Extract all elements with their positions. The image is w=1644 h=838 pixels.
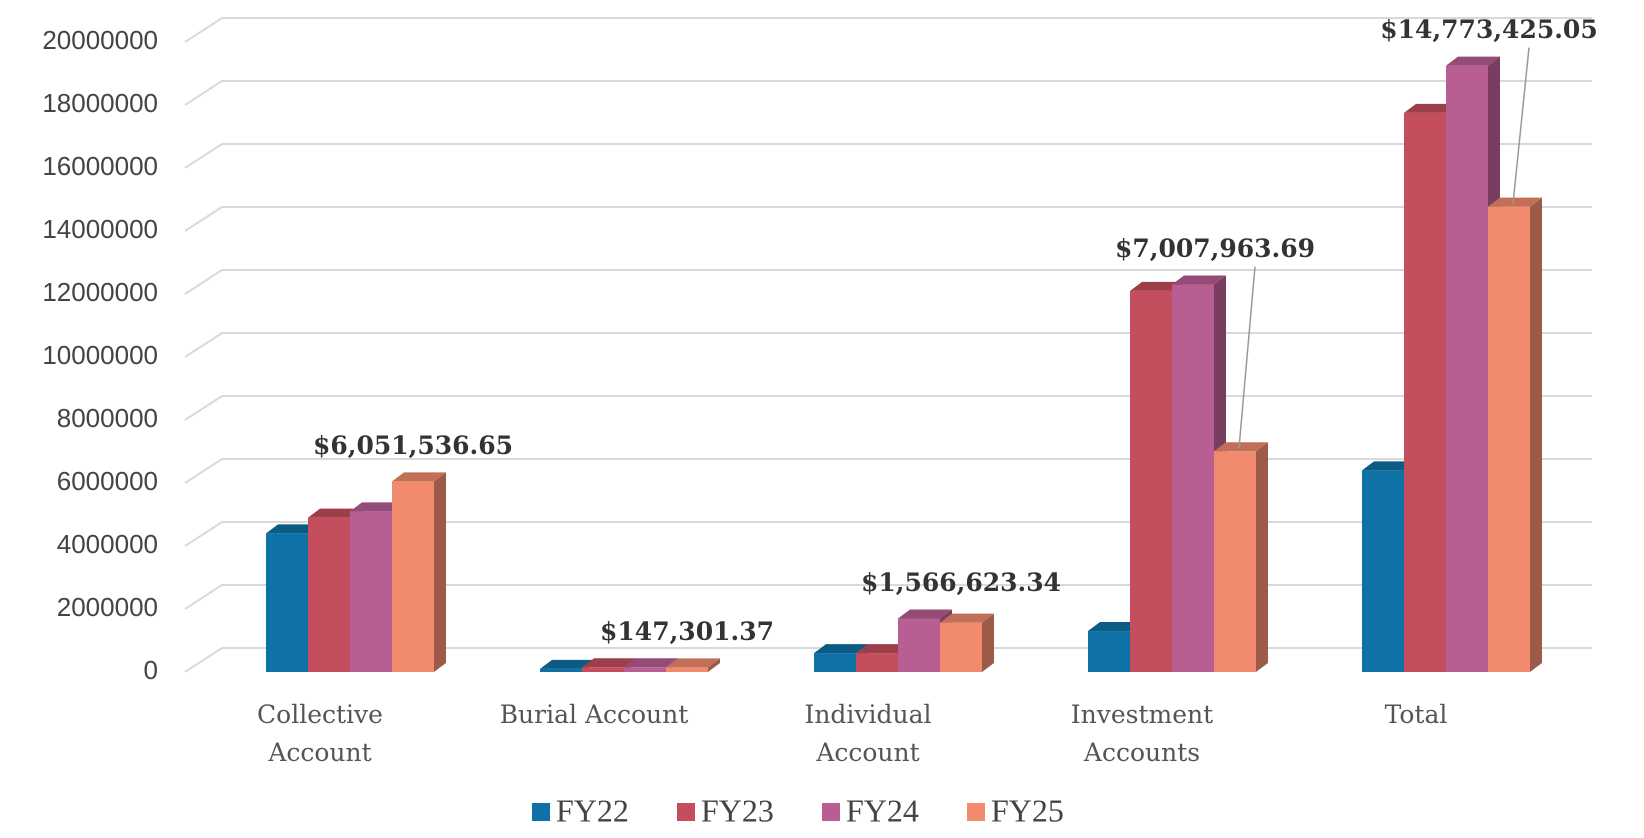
bar-top [814, 644, 868, 654]
x-tick-label: Collective Account [257, 700, 383, 767]
bar-group [666, 658, 720, 672]
y-tick-label: 18000000 [42, 88, 158, 118]
value-label: $14,773,425.05 [1380, 15, 1597, 44]
legend-label: FY22 [556, 792, 629, 828]
x-tick-label: Individual Account [804, 700, 932, 767]
bar [1214, 451, 1256, 672]
grid-line [184, 206, 1592, 232]
bar-top [540, 659, 594, 669]
leader-line [1512, 47, 1530, 204]
y-tick-label: 16000000 [42, 151, 158, 181]
bar-top [1488, 197, 1542, 207]
legend-swatch [967, 803, 985, 821]
bar-side [708, 658, 720, 672]
bar [624, 667, 666, 672]
legend-label: FY24 [846, 792, 919, 828]
bar-group [940, 613, 994, 672]
bar-top [266, 524, 320, 534]
bar-top [1446, 56, 1500, 66]
bar-top [940, 613, 994, 623]
y-tick-label: 10000000 [42, 340, 158, 370]
grid-line [184, 332, 1592, 358]
bar-top [1130, 281, 1184, 291]
bar [308, 517, 350, 672]
bar-top [666, 658, 720, 668]
bar [1172, 284, 1214, 672]
bar [898, 618, 940, 672]
y-tick-label: 6000000 [57, 466, 158, 496]
y-tick-label: 4000000 [57, 529, 158, 559]
grid-line [184, 395, 1592, 421]
legend-swatch [822, 803, 840, 821]
y-tick-label: 2000000 [57, 592, 158, 622]
bar-top [392, 472, 446, 482]
bar [666, 667, 708, 672]
bar [1404, 112, 1446, 672]
bar-top [898, 609, 952, 619]
bar [1088, 631, 1130, 672]
bar [1130, 290, 1172, 672]
y-tick-label: 12000000 [42, 277, 158, 307]
value-label: $6,051,536.65 [313, 431, 513, 460]
bar-top [350, 502, 404, 512]
bar-side [1530, 197, 1542, 672]
y-tick-label: 0 [144, 655, 158, 685]
x-tick-label: Investment Accounts [1070, 700, 1214, 767]
x-tick-label: Total [1384, 700, 1448, 729]
bar [392, 481, 434, 672]
bar [350, 511, 392, 672]
bar-group [1488, 197, 1542, 672]
legend-label: FY23 [701, 792, 774, 828]
grid-line [184, 80, 1592, 106]
value-label: $147,301.37 [600, 617, 774, 646]
bar-top [1404, 103, 1458, 113]
bar [540, 668, 582, 672]
bar [1362, 470, 1404, 672]
legend-label: FY25 [991, 792, 1064, 828]
bar-top [856, 644, 910, 654]
bar [856, 653, 898, 672]
bar [1446, 65, 1488, 672]
bar [266, 533, 308, 672]
value-label: $7,007,963.69 [1115, 234, 1315, 263]
bar [814, 653, 856, 672]
bar-top [1214, 442, 1268, 452]
bar [582, 667, 624, 672]
bar-top [1362, 461, 1416, 471]
bar [940, 622, 982, 672]
bar-group [392, 472, 446, 672]
y-tick-label: 14000000 [42, 214, 158, 244]
legend-swatch [677, 803, 695, 821]
bar-top [308, 508, 362, 518]
bar-top [582, 658, 636, 668]
grid-line [184, 17, 1592, 43]
bar-group [1214, 442, 1268, 672]
bar-side [434, 472, 446, 672]
bar-top [1088, 622, 1142, 632]
grid-line [184, 269, 1592, 295]
y-tick-label: 20000000 [42, 25, 158, 55]
bar-side [982, 613, 994, 672]
bar [1488, 206, 1530, 672]
value-label: $1,566,623.34 [861, 568, 1061, 597]
legend-swatch [532, 803, 550, 821]
x-tick-label: Burial Account [499, 700, 689, 729]
grid-line [184, 143, 1592, 169]
bar-top [624, 658, 678, 668]
y-tick-label: 8000000 [57, 403, 158, 433]
bar-side [1256, 442, 1268, 672]
leader-line [1238, 266, 1256, 449]
bar-top [1172, 275, 1226, 285]
